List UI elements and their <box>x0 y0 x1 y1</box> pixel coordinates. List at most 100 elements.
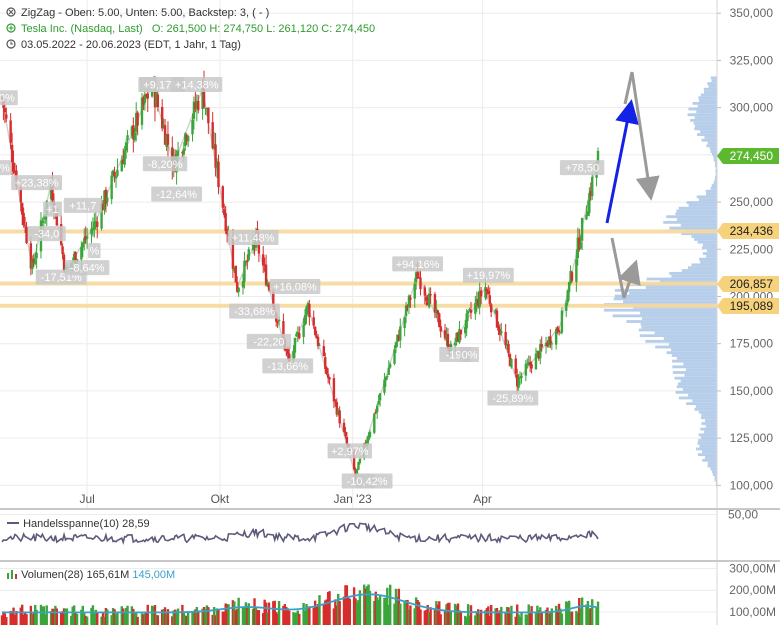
zigzag-label: % <box>88 243 101 259</box>
volume-bar <box>233 601 236 625</box>
candle-body <box>427 293 431 307</box>
volume-bar <box>514 616 517 625</box>
volume-profile-bar <box>682 388 717 391</box>
volume-profile-bar <box>690 118 717 122</box>
volume-bar <box>160 609 164 625</box>
zigzag-label-text: % <box>89 246 99 258</box>
candle-body <box>495 310 499 328</box>
volume-bar <box>55 608 59 625</box>
volume-bar <box>39 604 43 625</box>
volume-profile-bar <box>686 402 717 406</box>
candle-body <box>559 332 562 334</box>
zigzag-label-box <box>171 76 223 92</box>
bar-series-icon <box>7 570 17 579</box>
volume-bar <box>326 592 330 625</box>
instrument-header[interactable]: Tesla Inc. (Nasdaq, Last) O: 261,500 H: … <box>6 22 375 36</box>
zigzag-label-box <box>63 197 102 213</box>
candle-body <box>337 409 340 415</box>
zigzag-label-box <box>151 186 203 202</box>
volume-bar <box>293 613 297 625</box>
volume-bar <box>204 609 207 625</box>
volume-bar <box>184 615 187 625</box>
volume-bar <box>500 606 503 625</box>
candle-body <box>51 182 54 201</box>
candle-body <box>439 326 442 332</box>
candle-body <box>407 295 411 308</box>
volume-bar <box>29 605 33 625</box>
volume-bar <box>524 614 528 625</box>
volume-bar <box>303 610 307 625</box>
candle-body <box>257 237 261 254</box>
volume-bar <box>276 613 279 625</box>
volume-bar <box>263 599 266 625</box>
volume-bar <box>358 590 362 625</box>
candle-body <box>354 469 357 476</box>
candle-body <box>166 134 170 145</box>
candle-body <box>185 135 188 141</box>
volume-profile-bar <box>677 382 717 386</box>
candle-body <box>504 332 507 345</box>
candle-body <box>143 94 147 104</box>
candle-body <box>326 374 330 378</box>
volume-bar <box>475 611 478 625</box>
volume-bar <box>537 610 541 625</box>
volume-bar <box>292 612 295 625</box>
candle-body <box>100 203 103 229</box>
volume-bar <box>133 613 136 625</box>
volume-profile-bar <box>655 345 717 349</box>
candle-body <box>413 283 416 299</box>
candle-body <box>378 393 382 401</box>
indicator-header[interactable]: ZigZag - Oben: 5.00, Unten: 5.00, Backst… <box>6 6 269 20</box>
volume-bar <box>427 612 431 625</box>
volume-profile-bar <box>683 362 717 366</box>
volume-profile-bar <box>691 235 717 238</box>
volume-bar <box>273 600 276 625</box>
volume-profile-bar <box>700 130 717 134</box>
volume-bar <box>207 607 210 625</box>
candle-body <box>399 326 402 341</box>
volume-bar <box>156 615 160 625</box>
volume-bar <box>436 604 440 625</box>
zigzag-label-text: +78,50 <box>565 163 599 175</box>
candle-body <box>547 336 551 346</box>
volume-profile-bar <box>711 470 717 474</box>
volume-bar <box>416 599 419 625</box>
candle-body <box>477 299 480 307</box>
handelsspanne-line <box>1 522 599 546</box>
candle-body <box>62 254 66 272</box>
volume-profile-bar <box>704 456 717 459</box>
candle-body <box>282 321 285 340</box>
volume-title[interactable]: Volumen(28) 165,61M 145,00M <box>6 569 175 581</box>
volume-profile-bar <box>698 99 717 102</box>
volume-profile-bar <box>697 104 717 108</box>
candle-body <box>530 364 533 369</box>
candle-body <box>110 175 113 200</box>
candle-body <box>308 303 311 318</box>
volume-bar <box>544 609 548 625</box>
volume-profile-bar <box>710 150 717 153</box>
candle-body <box>22 212 25 225</box>
candle-body <box>433 294 437 313</box>
volume-name: Volumen(28) <box>21 569 84 581</box>
zigzag-label-text: +11,48% <box>232 232 275 244</box>
candle-body <box>376 405 379 413</box>
price-flag: 206,857 <box>717 276 779 292</box>
candle-body <box>186 136 190 142</box>
zigzag-label: +14,38% <box>171 76 223 92</box>
zigzag-label-box <box>229 303 280 319</box>
candle-body <box>42 221 46 223</box>
candle-body <box>446 334 450 349</box>
period-header[interactable]: 03.05.2022 - 20.06.2023 (EDT, 1 Jahr, 1 … <box>6 38 241 52</box>
candle-body <box>84 236 87 240</box>
volume-bar <box>221 611 224 625</box>
volume-bar <box>101 612 105 625</box>
zigzag-label-box <box>64 260 110 276</box>
volume-bar <box>0 615 4 625</box>
volume-bar <box>64 608 67 625</box>
handelsspanne-title[interactable]: Handelsspanne(10) 28,59 <box>6 518 150 530</box>
candle-body <box>224 213 227 232</box>
volume-bar <box>214 615 217 625</box>
volume-bar <box>526 615 529 625</box>
volume-profile-bar <box>713 181 717 185</box>
